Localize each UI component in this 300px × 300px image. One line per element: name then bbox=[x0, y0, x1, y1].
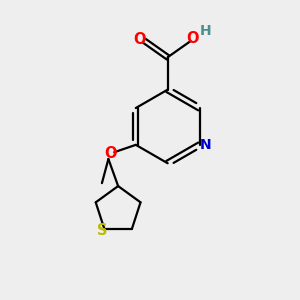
Text: O: O bbox=[133, 32, 146, 47]
Text: S: S bbox=[97, 223, 107, 238]
Text: H: H bbox=[200, 24, 211, 38]
Text: O: O bbox=[186, 31, 198, 46]
Text: N: N bbox=[200, 138, 212, 152]
Text: O: O bbox=[104, 146, 117, 161]
